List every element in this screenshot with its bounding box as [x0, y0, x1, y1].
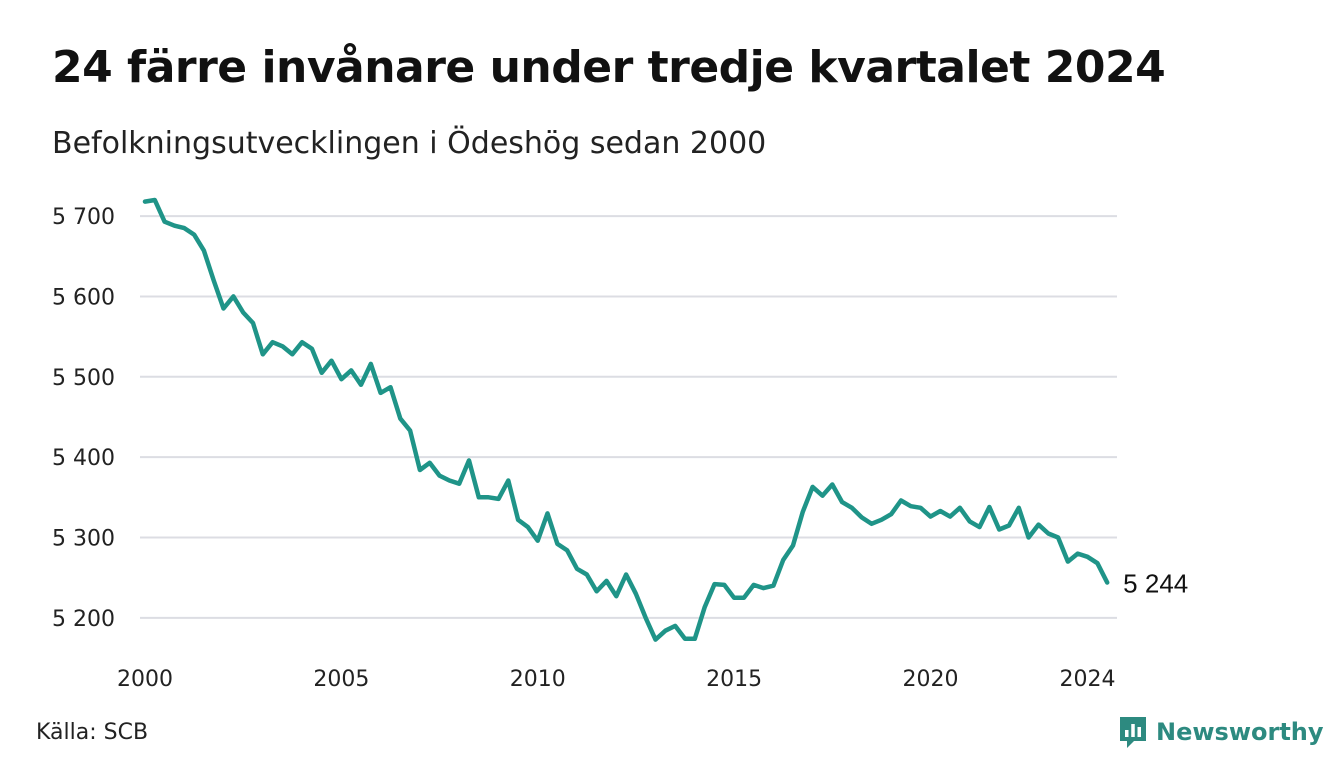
chart-subtitle: Befolkningsutvecklingen i Ödeshög sedan …: [52, 126, 767, 161]
x-tick-label: 2010: [510, 667, 566, 692]
y-tick-label: 5 600: [52, 285, 115, 310]
brand-logo: Newsworthy: [1118, 714, 1324, 750]
x-tick-label: 2000: [117, 667, 173, 692]
brand-name: Newsworthy: [1156, 718, 1324, 746]
x-tick-label: 2024: [1060, 667, 1116, 692]
x-tick-label: 2005: [313, 667, 369, 692]
end-value-label: 5 244: [1123, 569, 1188, 599]
newsworthy-logo-icon: [1120, 717, 1146, 748]
y-tick-label: 5 400: [52, 446, 115, 471]
x-tick-label: 2020: [902, 667, 958, 692]
y-tick-label: 5 700: [52, 205, 115, 230]
y-tick-label: 5 200: [52, 607, 115, 632]
series-line: [142, 197, 1110, 642]
y-tick-label: 5 500: [52, 366, 115, 391]
chart-title: 24 färre invånare under tredje kvartalet…: [52, 42, 1166, 93]
x-tick-label: 2015: [706, 667, 762, 692]
source-note: Källa: SCB: [36, 720, 149, 745]
y-tick-label: 5 300: [52, 527, 115, 552]
